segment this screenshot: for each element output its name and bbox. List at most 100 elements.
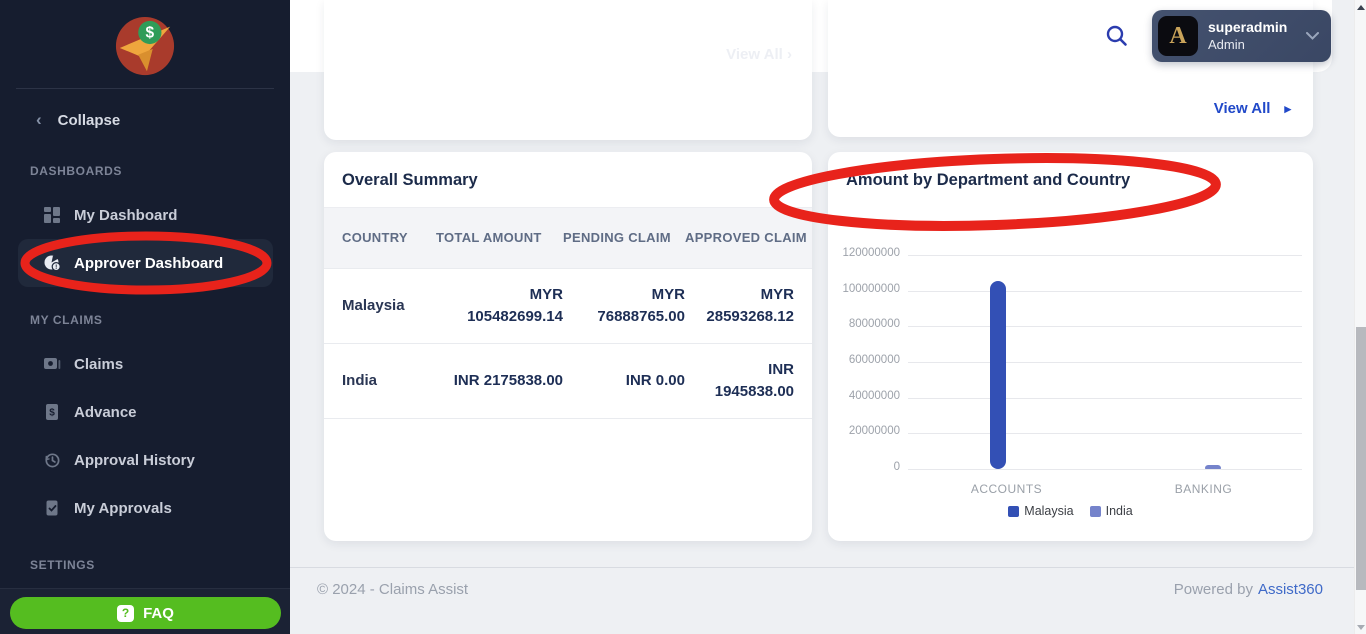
cell-total-amount: INR 2175838.00 xyxy=(436,343,563,420)
approver-dashboard-icon: ! xyxy=(42,254,61,273)
summary-card-title: Overall Summary xyxy=(324,152,812,208)
svg-text:$: $ xyxy=(49,408,55,419)
chart-gridline xyxy=(908,290,1302,292)
main-content: View All › View All ▸ A superadmin Admin xyxy=(290,0,1366,634)
x-axis-category-label: BANKING xyxy=(1174,482,1233,496)
approved-doc-check-icon xyxy=(42,499,61,518)
sidebar-item-label: Claims xyxy=(74,355,124,373)
scroll-up-button[interactable] xyxy=(1355,0,1366,14)
column-header-approved-claim: APPROVED CLAIM xyxy=(685,208,812,269)
avatar: A xyxy=(1158,16,1198,56)
scrollbar-thumb[interactable] xyxy=(1356,327,1366,590)
chart-gridline xyxy=(908,326,1302,328)
summary-table: COUNTRY TOTAL AMOUNT PENDING CLAIM APPRO… xyxy=(324,208,812,420)
table-row: India INR 2175838.00 INR 0.00 INR 194583… xyxy=(324,343,812,420)
chart-bar xyxy=(989,281,1006,469)
sidebar-item-advance[interactable]: $ Advance xyxy=(18,388,273,436)
chevron-down-icon xyxy=(1306,32,1319,40)
y-axis-tick-label: 60000000 xyxy=(848,354,900,366)
section-label-my-claims: MY CLAIMS xyxy=(30,313,103,327)
user-texts: superadmin Admin xyxy=(1208,19,1296,53)
sidebar-item-label: My Dashboard xyxy=(74,206,178,224)
chart-legend: Malaysia India xyxy=(828,504,1313,518)
sidebar-item-my-approvals[interactable]: My Approvals xyxy=(18,484,273,532)
legend-label: India xyxy=(1105,504,1133,518)
y-axis-tick-label: 80000000 xyxy=(848,318,900,331)
sidebar: $ ‹ Collapse DASHBOARDS My Dashboard ! xyxy=(0,0,290,634)
chevron-left-icon: ‹ xyxy=(36,110,42,129)
chevron-right-icon: › xyxy=(787,46,792,63)
x-axis-category-label: ACCOUNTS xyxy=(970,482,1043,496)
sidebar-item-my-dashboard[interactable]: My Dashboard xyxy=(18,191,273,239)
user-menu[interactable]: A superadmin Admin xyxy=(1152,10,1331,62)
claims-card-icon xyxy=(42,355,61,374)
section-label-settings: SETTINGS xyxy=(30,558,95,572)
sidebar-footer: ? FAQ xyxy=(0,588,290,634)
column-header-total-amount: TOTAL AMOUNT xyxy=(436,208,563,269)
app-logo: $ xyxy=(0,15,290,77)
copyright-text: © 2024 - Claims Assist xyxy=(317,581,469,598)
chart-gridline xyxy=(908,362,1302,363)
sidebar-item-label: Approver Dashboard xyxy=(74,254,224,272)
cell-country: Malaysia xyxy=(324,268,436,344)
sidebar-item-label: My Approvals xyxy=(74,499,172,517)
legend-item-india[interactable]: India xyxy=(1089,504,1133,518)
sidebar-item-label: Approval History xyxy=(74,451,195,469)
user-role: Admin xyxy=(1208,36,1245,52)
faq-button[interactable]: ? FAQ xyxy=(10,597,281,629)
cell-pending-claim: INR 0.00 xyxy=(563,343,685,420)
cell-country: India xyxy=(324,343,436,420)
table-row: Malaysia MYR 105482699.14 MYR 76888765.0… xyxy=(324,268,812,344)
y-axis-tick-label: 120000000 xyxy=(842,247,900,259)
sidebar-divider xyxy=(16,88,274,89)
left-card-view-all-link[interactable]: View All › xyxy=(726,46,792,63)
cell-approved-claim: MYR 28593268.12 xyxy=(685,268,812,344)
y-axis-tick-label: 20000000 xyxy=(848,425,900,438)
history-clock-icon xyxy=(42,451,61,470)
arrow-right-icon: ▸ xyxy=(1284,100,1291,116)
advance-dollar-doc-icon: $ xyxy=(42,403,61,422)
y-axis-tick-label: 100000000 xyxy=(842,282,900,295)
chart-gridline xyxy=(908,469,1302,470)
cell-approved-claim: INR 1945838.00 xyxy=(685,343,812,420)
legend-swatch xyxy=(1089,505,1101,517)
table-header-row: COUNTRY TOTAL AMOUNT PENDING CLAIM APPRO… xyxy=(324,208,812,269)
chart-gridline xyxy=(908,433,1302,435)
chart-gridline xyxy=(908,255,1302,256)
paper-plane-dollar-logo: $ xyxy=(115,16,175,76)
y-axis-tick-label: 40000000 xyxy=(848,389,900,402)
user-name: superadmin xyxy=(1208,19,1288,36)
sidebar-item-claims[interactable]: Claims xyxy=(18,340,273,388)
question-mark-icon: ? xyxy=(117,604,135,622)
search-icon xyxy=(1106,25,1127,46)
svg-text:!: ! xyxy=(55,264,57,271)
y-axis-tick-label: 0 xyxy=(893,461,900,473)
page-footer: © 2024 - Claims Assist Powered by Assist… xyxy=(290,567,1366,634)
sidebar-item-approval-history[interactable]: Approval History xyxy=(18,436,273,484)
chart-bar xyxy=(1204,465,1221,469)
dashboard-grid-icon xyxy=(42,206,61,225)
scroll-down-button[interactable] xyxy=(1355,620,1366,634)
cell-pending-claim: MYR 76888765.00 xyxy=(563,268,685,344)
legend-swatch xyxy=(1008,505,1020,517)
powered-by: Powered by Assist360 xyxy=(1174,581,1323,634)
brand-link[interactable]: Assist360 xyxy=(1257,581,1323,598)
overall-summary-card: Overall Summary COUNTRY TOTAL AMOUNT PEN… xyxy=(324,152,812,541)
cell-total-amount: MYR 105482699.14 xyxy=(436,268,563,344)
collapse-button[interactable]: ‹ Collapse xyxy=(36,110,121,129)
legend-label: Malaysia xyxy=(1024,504,1074,518)
section-label-dashboards: DASHBOARDS xyxy=(30,164,123,178)
legend-item-malaysia[interactable]: Malaysia xyxy=(1008,504,1074,518)
sidebar-item-label: Advance xyxy=(74,403,137,421)
bar-chart: 0 20000000 40000000 60000000 80000000 1000000… xyxy=(828,152,1313,541)
view-all-link[interactable]: View All ▸ xyxy=(1213,100,1291,117)
column-header-pending-claim: PENDING CLAIM xyxy=(563,208,685,269)
chart-gridline xyxy=(908,397,1302,399)
chart-card: Amount by Department and Country 0 200000… xyxy=(828,152,1313,541)
search-button[interactable] xyxy=(1104,23,1132,51)
vertical-scrollbar xyxy=(1354,0,1366,634)
column-header-country: COUNTRY xyxy=(324,208,436,269)
svg-text:$: $ xyxy=(146,24,155,41)
sidebar-item-approver-dashboard[interactable]: ! Approver Dashboard xyxy=(18,239,273,287)
